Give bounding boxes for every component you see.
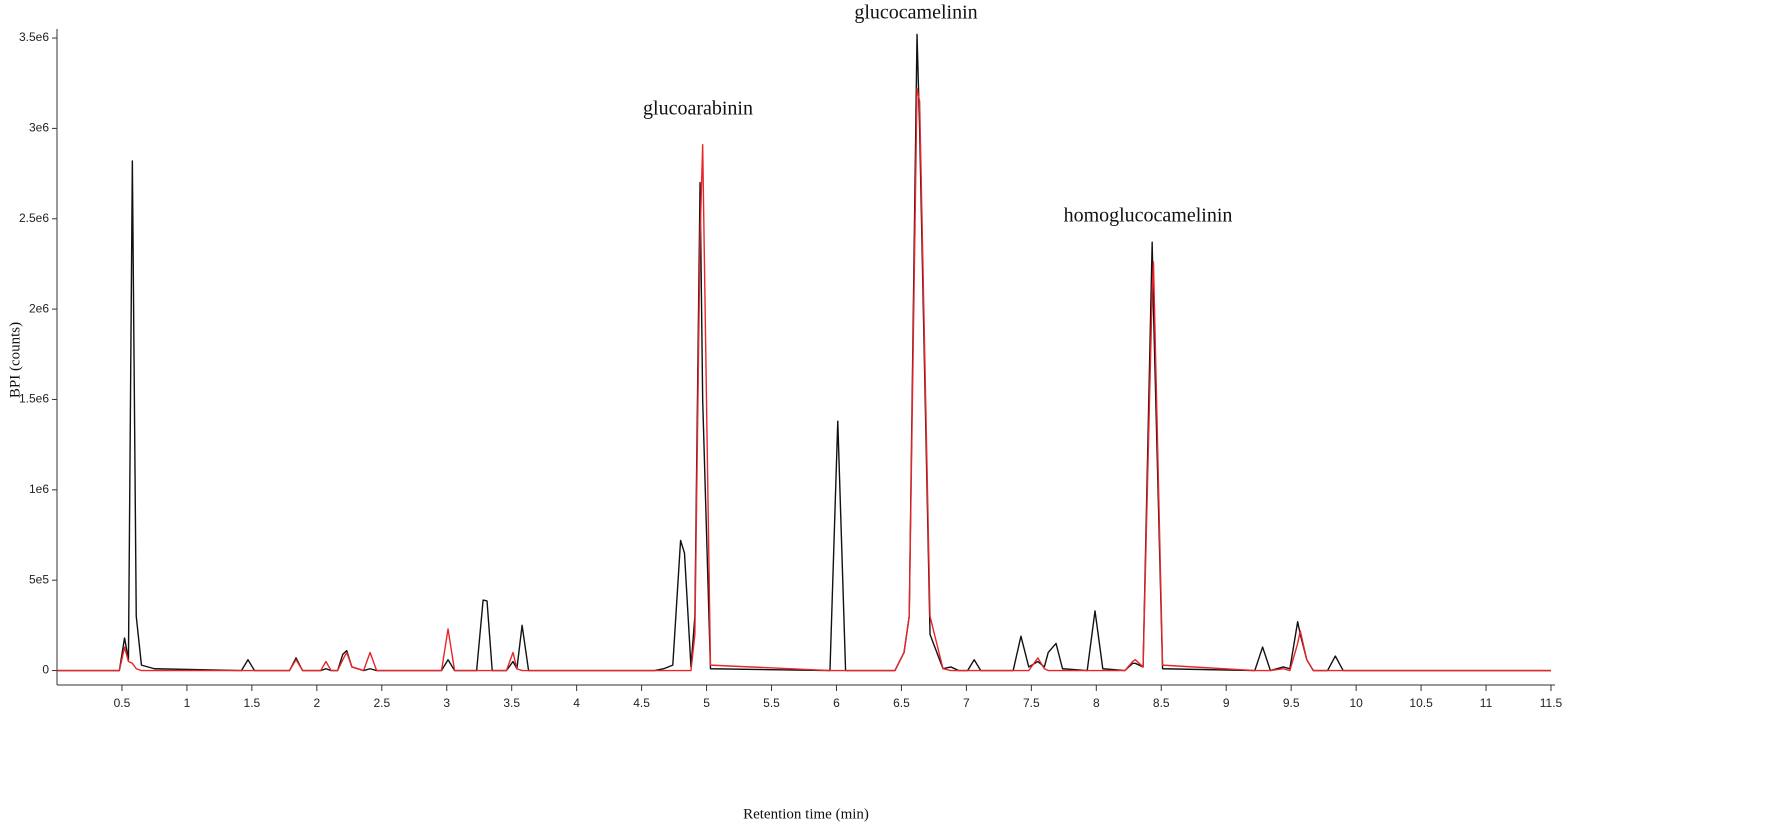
x-tick-label: 8.5 [1153,696,1170,710]
x-tick-label: 11.5 [1540,696,1563,710]
series-line [57,87,1551,672]
x-tick-label: 3 [443,696,450,710]
x-tick-label: 5 [703,696,710,710]
x-tick-label: 2.5 [373,696,390,710]
x-tick-label: 8 [1093,696,1100,710]
y-tick-label: 3.5e6 [19,30,49,44]
x-tick-label: 2 [313,696,320,710]
y-tick-label: 5e5 [29,572,49,586]
x-tick-label: 6 [833,696,840,710]
y-tick-label: 3e6 [29,121,49,135]
x-tick-label: 11 [1480,696,1493,710]
x-axis-title: Retention time (min) [743,806,869,822]
y-tick-label: 0 [42,663,49,677]
x-tick-label: 9 [1223,696,1230,710]
x-tick-label: 10.5 [1409,696,1433,710]
y-tick-label: 1e6 [29,482,49,496]
x-tick-label: 1.5 [244,696,261,710]
x-tick-label: 10 [1349,696,1363,710]
x-tick-label: 7 [963,696,970,710]
x-tick-label: 5.5 [763,696,780,710]
peak-annotation: glucocamelinin [854,2,977,24]
x-tick-label: 9.5 [1283,696,1300,710]
x-tick-label: 4.5 [633,696,650,710]
y-tick-label: 2.5e6 [19,211,49,225]
peak-annotation: homoglucocamelinin [1064,205,1233,227]
peak-annotation: glucoarabinin [643,98,753,120]
y-tick-label: 2e6 [29,301,49,315]
x-tick-label: 6.5 [893,696,910,710]
y-tick-label: 1.5e6 [19,392,49,406]
series-line [57,33,1551,672]
x-tick-label: 7.5 [1023,696,1040,710]
x-tick-label: 3.5 [503,696,520,710]
x-tick-label: 1 [184,696,191,710]
x-tick-label: 4 [573,696,580,710]
x-tick-label: 0.5 [114,696,131,710]
y-axis-title: BPI (counts) [7,322,23,398]
